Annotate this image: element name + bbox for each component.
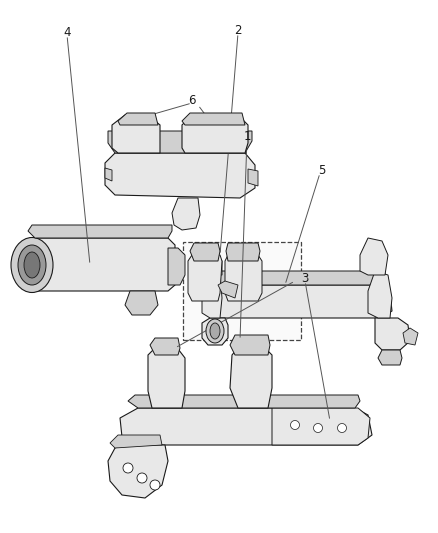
Polygon shape xyxy=(360,238,388,275)
Polygon shape xyxy=(200,255,222,275)
Ellipse shape xyxy=(206,319,224,343)
Bar xyxy=(183,242,301,340)
Polygon shape xyxy=(120,408,372,445)
Text: 6: 6 xyxy=(188,94,196,108)
Polygon shape xyxy=(20,238,175,291)
Ellipse shape xyxy=(290,421,300,430)
Polygon shape xyxy=(172,198,200,230)
Ellipse shape xyxy=(338,424,346,432)
Ellipse shape xyxy=(123,463,133,473)
Polygon shape xyxy=(368,271,392,318)
Ellipse shape xyxy=(18,245,46,285)
Polygon shape xyxy=(128,395,360,408)
Polygon shape xyxy=(182,113,245,125)
Polygon shape xyxy=(112,115,160,153)
Polygon shape xyxy=(105,168,112,181)
Polygon shape xyxy=(182,115,248,153)
Polygon shape xyxy=(148,345,185,408)
Polygon shape xyxy=(378,350,402,365)
Ellipse shape xyxy=(314,424,322,432)
Ellipse shape xyxy=(137,473,147,483)
Polygon shape xyxy=(210,285,392,318)
Polygon shape xyxy=(150,338,180,355)
Polygon shape xyxy=(230,335,270,355)
Polygon shape xyxy=(215,271,385,285)
Polygon shape xyxy=(248,169,258,186)
Polygon shape xyxy=(202,273,222,318)
Text: 2: 2 xyxy=(234,23,242,36)
Polygon shape xyxy=(108,445,168,498)
Ellipse shape xyxy=(150,480,160,490)
Polygon shape xyxy=(375,318,410,350)
Polygon shape xyxy=(225,255,262,301)
Polygon shape xyxy=(226,243,260,261)
Polygon shape xyxy=(218,281,238,298)
Polygon shape xyxy=(125,291,158,315)
Polygon shape xyxy=(188,255,222,301)
Polygon shape xyxy=(190,243,220,261)
Text: 5: 5 xyxy=(318,164,326,176)
Polygon shape xyxy=(118,113,158,125)
Polygon shape xyxy=(105,153,255,198)
Polygon shape xyxy=(168,248,185,285)
Polygon shape xyxy=(28,225,172,238)
Text: 1: 1 xyxy=(243,130,251,142)
Polygon shape xyxy=(230,343,272,408)
Polygon shape xyxy=(202,318,228,345)
Polygon shape xyxy=(403,328,418,345)
Text: 4: 4 xyxy=(63,27,71,39)
Polygon shape xyxy=(108,131,252,153)
Polygon shape xyxy=(272,408,370,445)
Ellipse shape xyxy=(210,323,220,339)
Ellipse shape xyxy=(11,238,53,293)
Ellipse shape xyxy=(24,252,40,278)
Text: 3: 3 xyxy=(301,272,309,286)
Polygon shape xyxy=(110,435,162,448)
